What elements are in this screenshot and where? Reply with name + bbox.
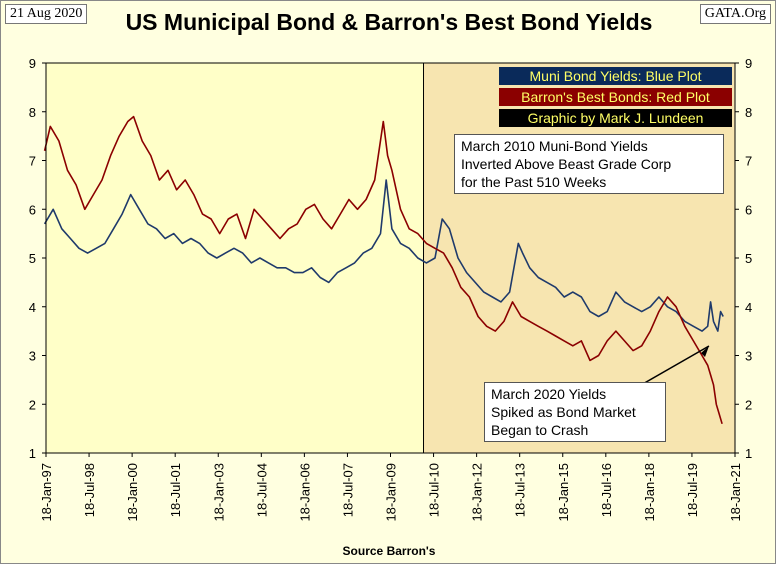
x-tick-label: 18-Jan-18 [642, 463, 657, 522]
y-tick-label-right: 1 [745, 446, 752, 461]
x-tick-label: 18-Jul-16 [599, 463, 614, 517]
annotation-2010-line-1: March 2010 Muni-Bond Yields [461, 138, 648, 154]
annotation-2020-line-2: Spiked as Bond Market [491, 404, 636, 420]
x-tick-label: 18-Jul-19 [685, 463, 700, 517]
x-tick-label: 18-Jul-98 [82, 463, 97, 517]
series-line-0 [43, 179, 724, 332]
date-label: 21 Aug 2020 [5, 4, 88, 24]
x-tick-label: 18-Jul-04 [254, 463, 269, 517]
axis-layer: 1 1 2 2 3 3 4 4 5 5 6 6 7 7 8 8 9 9 18-Jan-97 18-Jul-98 18-J… [29, 56, 752, 522]
x-tick-label: 18-Jul-01 [168, 463, 183, 517]
x-tick-label: 18-Jan-09 [384, 463, 399, 522]
legend-muni: Muni Bond Yields: Blue Plot [499, 67, 732, 85]
y-tick-label-left: 4 [29, 300, 36, 315]
x-axis-label: Source Barron's [342, 544, 436, 558]
x-tick-label: 18-Jul-13 [513, 463, 528, 517]
y-tick-label-right: 6 [745, 202, 752, 217]
y-tick-label-right: 9 [745, 56, 752, 71]
annotation-arrow [640, 345, 710, 386]
x-tick-label: 18-Jul-10 [427, 463, 442, 517]
annotation-2010: March 2010 Muni-Bond Yields Inverted Abo… [454, 134, 724, 194]
x-tick-label: 18-Jan-21 [728, 463, 743, 522]
annotation-2020-line-3: Began to Crash [491, 422, 589, 438]
y-tick-label-left: 8 [29, 105, 36, 120]
series-layer [43, 115, 724, 425]
x-tick-label: 18-Jul-07 [340, 463, 355, 517]
series-line-1 [43, 115, 723, 425]
annotation-2010-line-3: for the Past 510 Weeks [461, 174, 607, 190]
x-tick-label: 18-Jan-15 [556, 463, 571, 522]
x-tick-label: 18-Jan-06 [297, 463, 312, 522]
y-tick-label-right: 2 [745, 397, 752, 412]
annotation-2020: March 2020 Yields Spiked as Bond Market … [484, 382, 666, 442]
chart-title: US Municipal Bond & Barron's Best Bond Y… [125, 9, 653, 35]
x-tick-label: 18-Jan-00 [125, 463, 140, 522]
y-tick-label-left: 5 [29, 251, 36, 266]
y-tick-label-left: 7 [29, 154, 36, 169]
y-tick-label-left: 9 [29, 56, 36, 71]
y-tick-label-right: 5 [745, 251, 752, 266]
legend-credit: Graphic by Mark J. Lundeen [499, 109, 732, 127]
x-tick-label: 18-Jan-03 [211, 463, 226, 522]
y-tick-label-left: 1 [29, 446, 36, 461]
annotation-2010-line-2: Inverted Above Beast Grade Corp [461, 156, 672, 172]
annotation-2020-line-1: March 2020 Yields [491, 386, 607, 402]
annotation-arrowhead [701, 346, 709, 357]
y-tick-label-left: 6 [29, 202, 36, 217]
y-tick-label-right: 7 [745, 154, 752, 169]
y-tick-label-right: 4 [745, 300, 752, 315]
y-tick-label-left: 2 [29, 397, 36, 412]
legend-barrons: Barron's Best Bonds: Red Plot [499, 88, 732, 106]
x-tick-label: 18-Jan-97 [39, 463, 54, 522]
y-tick-label-right: 8 [745, 105, 752, 120]
site-label: GATA.Org [699, 4, 771, 24]
y-tick-label-right: 3 [745, 349, 752, 364]
y-tick-label-left: 3 [29, 349, 36, 364]
x-tick-label: 18-Jan-12 [470, 463, 485, 522]
